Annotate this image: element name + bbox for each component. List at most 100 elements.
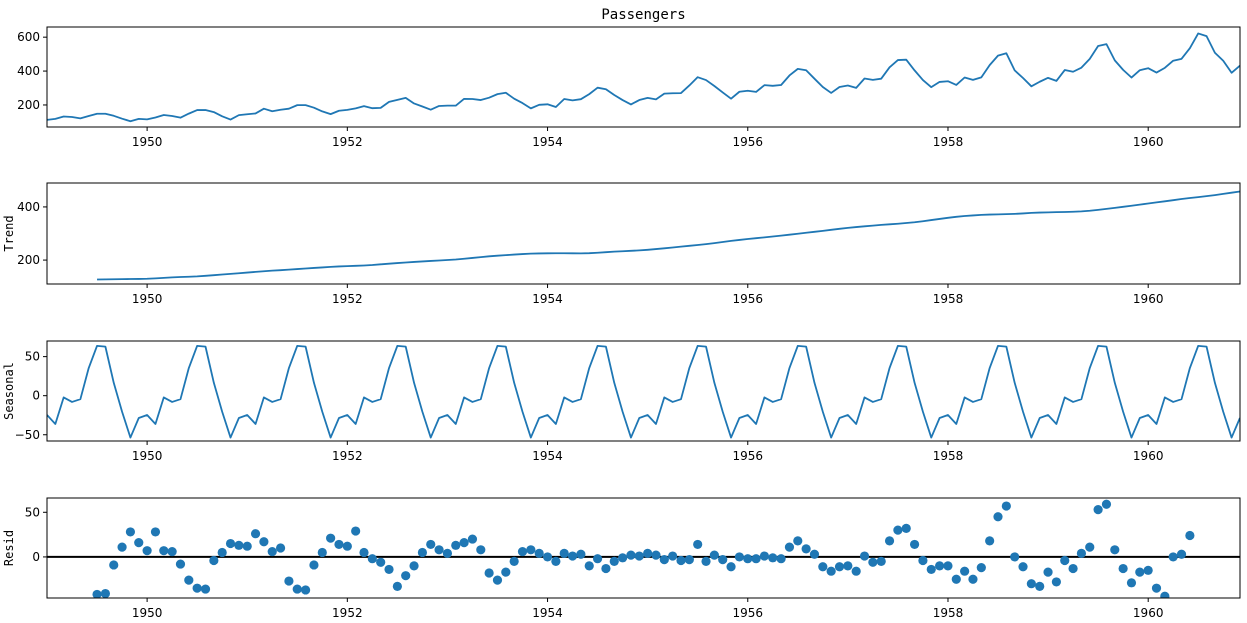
resid-point-25	[301, 585, 311, 595]
resid-point-71	[684, 555, 694, 565]
seasonal-xtick-label-0: 1950	[132, 449, 163, 463]
resid-axes-frame	[46, 497, 1241, 599]
resid-point-38	[409, 561, 419, 571]
seasonal-ytick-label-1: 0	[32, 389, 40, 403]
resid-point-42	[442, 548, 453, 558]
trend-ylabel: Trend	[2, 215, 16, 251]
resid-point-94	[876, 556, 886, 566]
seasonal-panel: 1950 1952 1954 1956 1958 1960 −50 0 50 Seasonal	[2, 340, 1241, 463]
resid-point-22	[275, 543, 286, 553]
resid-point-96	[893, 525, 903, 535]
resid-point-30	[342, 541, 352, 551]
resid-point-6	[142, 546, 152, 556]
seasonal-ytick-label-2: 50	[25, 350, 40, 364]
seasonal-xtick-label-5: 1960	[1133, 449, 1164, 463]
resid-point-58	[576, 549, 586, 559]
resid-point-50	[509, 556, 519, 566]
resid-xtick-label-3: 1956	[732, 606, 763, 620]
trend-xtick-label-2: 1954	[532, 292, 563, 306]
resid-point-125	[1135, 567, 1145, 577]
trend-xtick-label-5: 1960	[1133, 292, 1164, 306]
observed-plot-area	[47, 32, 1240, 123]
observed-ytick-label-0: 200	[17, 98, 40, 112]
resid-point-73	[701, 556, 711, 566]
resid-point-2	[109, 560, 119, 570]
resid-point-62	[609, 556, 619, 566]
seasonal-plot-area	[47, 344, 1240, 439]
resid-xtick-label-1: 1952	[332, 606, 363, 620]
resid-point-112	[1026, 579, 1036, 589]
trend-xtick-label-0: 1950	[132, 292, 163, 306]
resid-point-74	[709, 550, 719, 560]
resid-point-75	[718, 555, 728, 565]
resid-point-8	[159, 546, 169, 556]
resid-point-45	[467, 534, 478, 544]
resid-point-90	[843, 561, 853, 571]
resid-point-36	[392, 581, 402, 591]
resid-point-13	[200, 584, 211, 594]
resid-point-1	[100, 588, 110, 598]
resid-point-113	[1035, 581, 1045, 591]
resid-point-130	[1176, 549, 1187, 559]
resid-point-31	[351, 526, 361, 536]
resid-point-20	[259, 537, 269, 547]
resid-point-114	[1043, 567, 1053, 577]
resid-point-70	[676, 555, 686, 566]
resid-point-104	[960, 566, 970, 576]
seasonal-ylabel: Seasonal	[2, 362, 16, 420]
resid-point-116	[1060, 555, 1070, 566]
resid-point-121	[1101, 499, 1112, 509]
resid-point-5	[134, 538, 144, 548]
resid-point-46	[476, 545, 486, 555]
resid-point-41	[434, 545, 444, 555]
resid-point-57	[567, 551, 578, 561]
resid-point-49	[501, 567, 511, 577]
resid-point-81	[768, 553, 778, 563]
resid-xtick-label-4: 1958	[933, 606, 964, 620]
resid-point-16	[225, 538, 236, 549]
seasonal-axes-frame	[46, 340, 1241, 442]
resid-point-120	[1093, 505, 1103, 515]
resid-point-15	[217, 547, 227, 558]
resid-panel: 1950 1952 1954 1956 1958 1960 0 50 Resid	[2, 497, 1241, 620]
resid-point-100	[926, 564, 936, 575]
resid-point-47	[484, 568, 494, 578]
resid-point-14	[209, 555, 219, 566]
resid-point-4	[125, 527, 136, 537]
resid-point-65	[634, 551, 644, 561]
observed-series-line	[47, 32, 1240, 123]
resid-point-103	[951, 574, 961, 584]
resid-point-69	[668, 551, 678, 561]
observed-xtick-label-5: 1960	[1133, 135, 1164, 149]
observed-xtick-label-4: 1958	[933, 135, 964, 149]
resid-point-43	[451, 540, 461, 550]
resid-point-122	[1110, 545, 1120, 555]
resid-point-98	[909, 539, 920, 550]
resid-point-118	[1076, 548, 1087, 558]
resid-point-54	[542, 552, 553, 562]
resid-point-3	[117, 542, 127, 552]
resid-xtick-label-2: 1954	[532, 606, 563, 620]
resid-point-34	[376, 557, 386, 567]
trend-ytick-label-0: 200	[17, 253, 40, 267]
observed-xtick-label-2: 1954	[532, 135, 563, 149]
resid-point-91	[851, 566, 861, 576]
observed-title: Passengers	[601, 7, 685, 23]
resid-point-109	[1001, 501, 1011, 511]
resid-point-11	[184, 575, 194, 585]
resid-point-92	[859, 551, 870, 561]
resid-point-105	[968, 574, 978, 584]
resid-ylabel: Resid	[2, 530, 16, 566]
resid-point-10	[175, 559, 186, 569]
seasonal-ytick-label-0: −50	[15, 428, 40, 442]
resid-point-33	[367, 554, 377, 564]
resid-point-63	[618, 553, 628, 563]
seasonal-xtick-label-3: 1956	[732, 449, 763, 463]
resid-point-85	[801, 544, 811, 554]
observed-xtick-label-0: 1950	[132, 135, 163, 149]
resid-point-123	[1118, 563, 1128, 574]
resid-point-126	[1143, 565, 1153, 575]
resid-point-99	[918, 555, 928, 566]
seasonal-series-line	[47, 344, 1240, 439]
